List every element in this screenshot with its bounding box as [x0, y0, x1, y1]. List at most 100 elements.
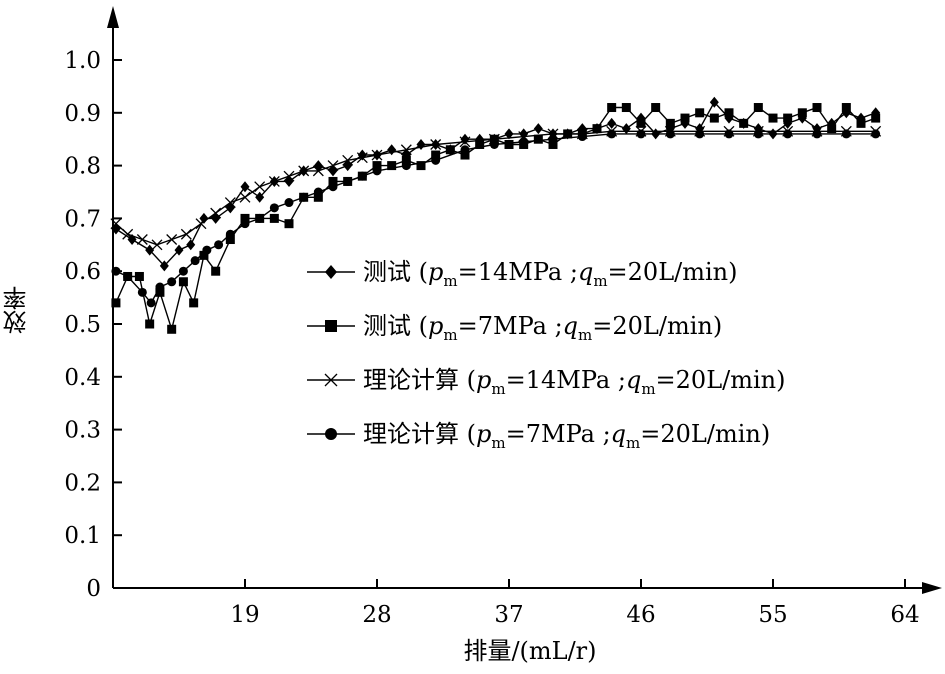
- point-circle: [178, 266, 188, 276]
- point-x-stroke: [122, 228, 134, 240]
- series-diamond: [111, 96, 881, 272]
- point-circle: [214, 240, 224, 250]
- point-x: [224, 197, 236, 209]
- point-circle: [607, 129, 617, 139]
- point-diamond: [621, 123, 631, 135]
- point-x: [195, 218, 207, 230]
- point-x-stroke: [371, 149, 383, 161]
- point-square: [178, 277, 188, 287]
- point-square: [841, 103, 851, 113]
- point-square: [783, 113, 793, 123]
- point-diamond: [709, 96, 719, 108]
- point-x: [151, 239, 163, 251]
- point-circle: [240, 219, 250, 229]
- point-circle: [284, 198, 294, 208]
- point-diamond: [607, 117, 617, 129]
- y-tick-label: 0: [86, 576, 101, 602]
- point-square: [313, 192, 323, 202]
- point-square: [225, 235, 235, 245]
- point-x-stroke: [151, 239, 163, 251]
- y-axis-arrow: [107, 6, 119, 28]
- y-tick-label: 0.4: [64, 365, 101, 391]
- point-x-stroke: [327, 160, 339, 172]
- legend-item-theory-7mpa: 理论计算 (pm=7MPa ;qm=20L/min): [305, 417, 865, 471]
- legend-item-theory-14mpa: 理论计算 (pm=14MPa ;qm=20L/min): [305, 363, 865, 417]
- point-square: [111, 298, 121, 308]
- point-x: [136, 234, 148, 245]
- legend: 测试 (pm=14MPa ;qm=20L/min) 测试 (pm=7MPa ;q…: [305, 255, 865, 471]
- point-circle: [695, 129, 705, 139]
- x-axis-label: 排量/(mL/r): [463, 637, 597, 665]
- point-circle: [724, 129, 734, 139]
- point-square: [871, 113, 881, 123]
- legend-item-test-14mpa: 测试 (pm=14MPa ;qm=20L/min): [305, 255, 865, 309]
- point-x-stroke: [195, 218, 207, 230]
- point-square: [189, 298, 199, 308]
- point-square: [416, 161, 426, 171]
- point-circle: [401, 161, 411, 171]
- point-x-stroke: [400, 144, 412, 156]
- point-square: [724, 108, 734, 118]
- point-x-stroke: [268, 175, 280, 187]
- point-square: [504, 139, 514, 149]
- point-square: [592, 124, 602, 134]
- point-circle: [577, 132, 587, 142]
- y-tick-label: 0.9: [64, 101, 101, 127]
- point-x-stroke: [356, 152, 368, 164]
- point-square: [665, 118, 675, 128]
- point-circle: [753, 129, 763, 139]
- point-x: [298, 165, 310, 177]
- point-square: [768, 113, 778, 123]
- point-circle: [343, 176, 353, 186]
- point-square: [240, 213, 250, 223]
- point-square: [533, 134, 543, 144]
- point-square: [145, 319, 155, 329]
- point-x-stroke: [239, 191, 251, 203]
- point-square: [548, 139, 558, 149]
- point-diamond: [504, 128, 514, 140]
- point-circle: [225, 229, 235, 239]
- point-diamond: [174, 244, 184, 256]
- point-circle: [202, 245, 212, 255]
- point-circle: [123, 271, 133, 281]
- point-circle: [636, 129, 646, 139]
- point-square: [460, 150, 470, 160]
- point-diamond: [199, 212, 209, 224]
- point-square: [856, 118, 866, 128]
- point-x-stroke: [136, 234, 148, 245]
- point-x: [122, 228, 134, 240]
- point-square: [199, 250, 209, 260]
- point-circle: [489, 139, 499, 149]
- point-square: [739, 118, 749, 128]
- point-circle: [460, 145, 470, 155]
- y-tick-label: 0.1: [64, 523, 101, 549]
- point-square: [328, 176, 338, 186]
- legend-swatch-diamond: [307, 265, 355, 279]
- point-diamond: [186, 239, 196, 251]
- point-square: [155, 287, 165, 297]
- point-x-stroke: [324, 373, 338, 387]
- point-x: [254, 181, 266, 193]
- point-diamond: [255, 191, 265, 203]
- point-x: [356, 152, 368, 164]
- point-circle: [111, 266, 121, 276]
- point-x-stroke: [298, 165, 310, 177]
- point-x: [371, 149, 383, 161]
- point-x: [400, 144, 412, 156]
- point-x-stroke: [210, 207, 222, 219]
- point-circle: [372, 166, 382, 176]
- point-circle: [841, 129, 851, 139]
- point-square: [284, 219, 294, 229]
- series-layer: [110, 96, 882, 334]
- point-circle: [519, 137, 529, 147]
- point-x: [180, 228, 192, 240]
- y-tick-label: 0.2: [64, 470, 101, 496]
- point-circle: [255, 213, 265, 223]
- point-circle: [548, 134, 558, 144]
- legend-label: 测试 (pm=14MPa ;qm=20L/min): [363, 258, 738, 290]
- point-circle: [190, 256, 200, 266]
- x-tick-label: 19: [230, 602, 259, 628]
- point-circle: [431, 155, 441, 165]
- x-tick-label: 46: [626, 602, 655, 628]
- point-square: [372, 161, 382, 171]
